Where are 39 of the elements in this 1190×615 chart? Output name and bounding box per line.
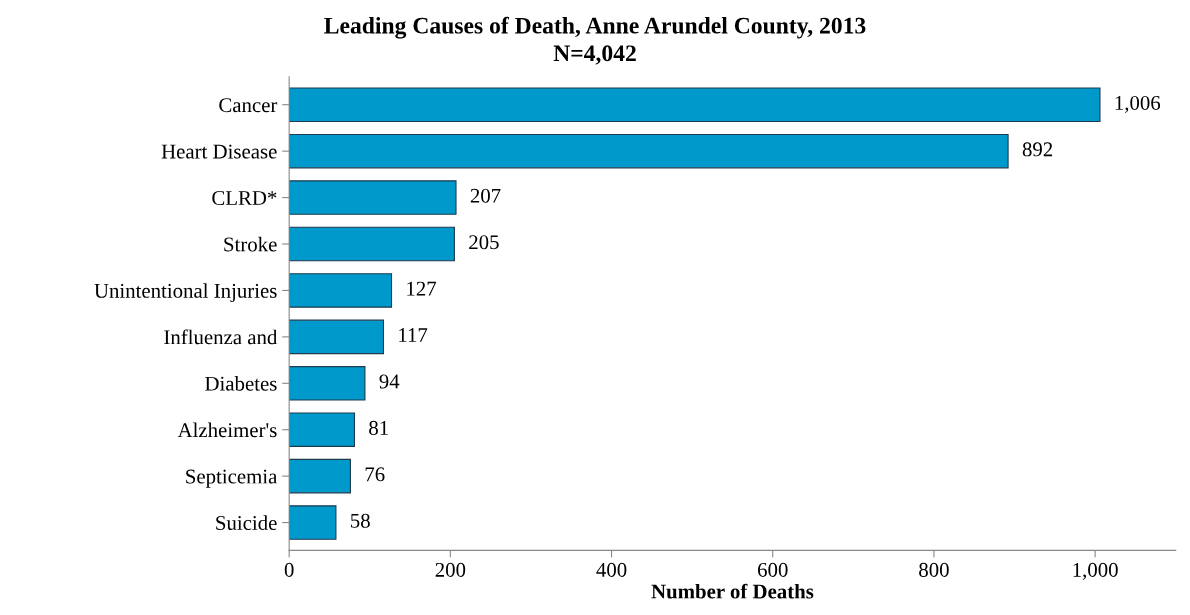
data-label: 892 — [1022, 142, 1053, 157]
bar — [289, 226, 455, 262]
x-tick-label: 800 — [919, 562, 949, 577]
data-label: 58 — [351, 513, 370, 528]
data-label: 1,006 — [1115, 95, 1161, 113]
data-label: 76 — [365, 467, 385, 482]
bar — [289, 87, 1101, 122]
data-label: 81 — [369, 420, 388, 435]
y-tick-label: Unintentional Injuries — [94, 283, 277, 303]
data-label: 207 — [470, 188, 501, 203]
bar — [289, 273, 393, 308]
data-label: 127 — [407, 281, 437, 296]
bar — [289, 505, 337, 540]
bar — [289, 133, 1009, 169]
bar — [289, 412, 356, 447]
y-tick-label: Influenza and — [164, 329, 278, 345]
x-axis-title: Number of Deaths — [651, 583, 814, 599]
bar — [289, 319, 385, 355]
bar — [289, 180, 457, 215]
data-label: 94 — [379, 374, 400, 389]
y-tick-label: Heart Disease — [161, 144, 277, 159]
x-tick-label: 400 — [596, 562, 627, 577]
x-tick-label: 1,000 — [1073, 562, 1118, 580]
x-tick-label: 0 — [284, 562, 294, 577]
x-tick-label: 200 — [435, 562, 466, 577]
y-tick-label: Septicemia — [186, 469, 278, 488]
y-tick-label: Stroke — [224, 236, 277, 252]
data-label: 117 — [399, 328, 428, 342]
y-tick-label: Alzheimer's — [177, 422, 277, 438]
y-tick-label: Cancer — [219, 98, 278, 113]
chart-title: Leading Causes of Death, Anne Arundel County, 2013 — [324, 16, 866, 39]
bar — [289, 366, 366, 401]
x-tick-label: 600 — [758, 562, 788, 577]
bar — [289, 458, 351, 494]
data-label: 205 — [469, 235, 499, 250]
y-tick-label: Diabetes — [205, 376, 277, 391]
y-tick-label: CLRD* — [212, 191, 277, 206]
chart-subtitle: N=4,042 — [553, 45, 636, 65]
y-tick-label: Suicide — [216, 515, 277, 530]
